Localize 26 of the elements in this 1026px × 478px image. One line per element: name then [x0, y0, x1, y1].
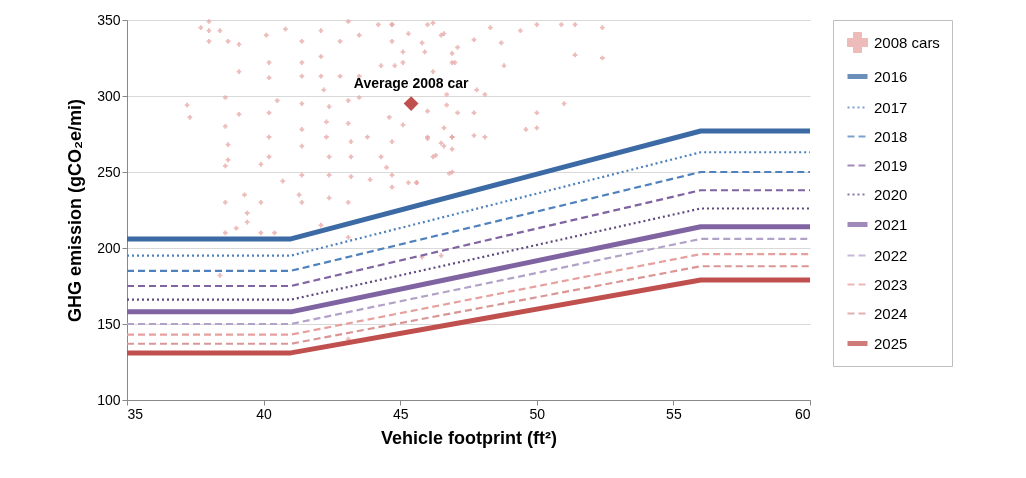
y-tick-label: 100: [97, 391, 121, 408]
x-tick-label: 40: [256, 405, 273, 422]
y-tick-label: 200: [97, 239, 121, 256]
legend-label: 2022: [874, 246, 908, 264]
x-tick-label: 55: [666, 405, 682, 422]
legend-label: 2017: [874, 98, 908, 116]
y-tick-label: 350: [97, 11, 121, 28]
x-tick-label: 45: [392, 405, 409, 422]
legend-label: 2023: [874, 275, 908, 293]
legend-label: 2020: [874, 185, 908, 203]
x-tick-label: 50: [529, 405, 546, 422]
legend-label: 2021: [874, 215, 908, 233]
y-axis-title: GHG emission (gCO₂e/mi): [65, 98, 86, 323]
legend-label: 2019: [874, 156, 908, 174]
annotation: Average 2008 car: [353, 74, 470, 91]
legend-label: 2024: [874, 304, 908, 322]
y-tick-label: 300: [97, 87, 121, 104]
y-tick-label: 150: [97, 315, 121, 332]
y-tick-label: 250: [97, 163, 121, 180]
x-tick-label: 35: [127, 405, 144, 422]
legend-label: 2018: [874, 127, 908, 145]
x-axis-title: Vehicle footprint (ft²): [381, 427, 557, 448]
legend-label: 2025: [874, 334, 908, 352]
x-tick-label: 60: [794, 405, 811, 422]
legend-label: 2008 cars: [874, 33, 940, 51]
legend-label: 2016: [874, 67, 908, 85]
